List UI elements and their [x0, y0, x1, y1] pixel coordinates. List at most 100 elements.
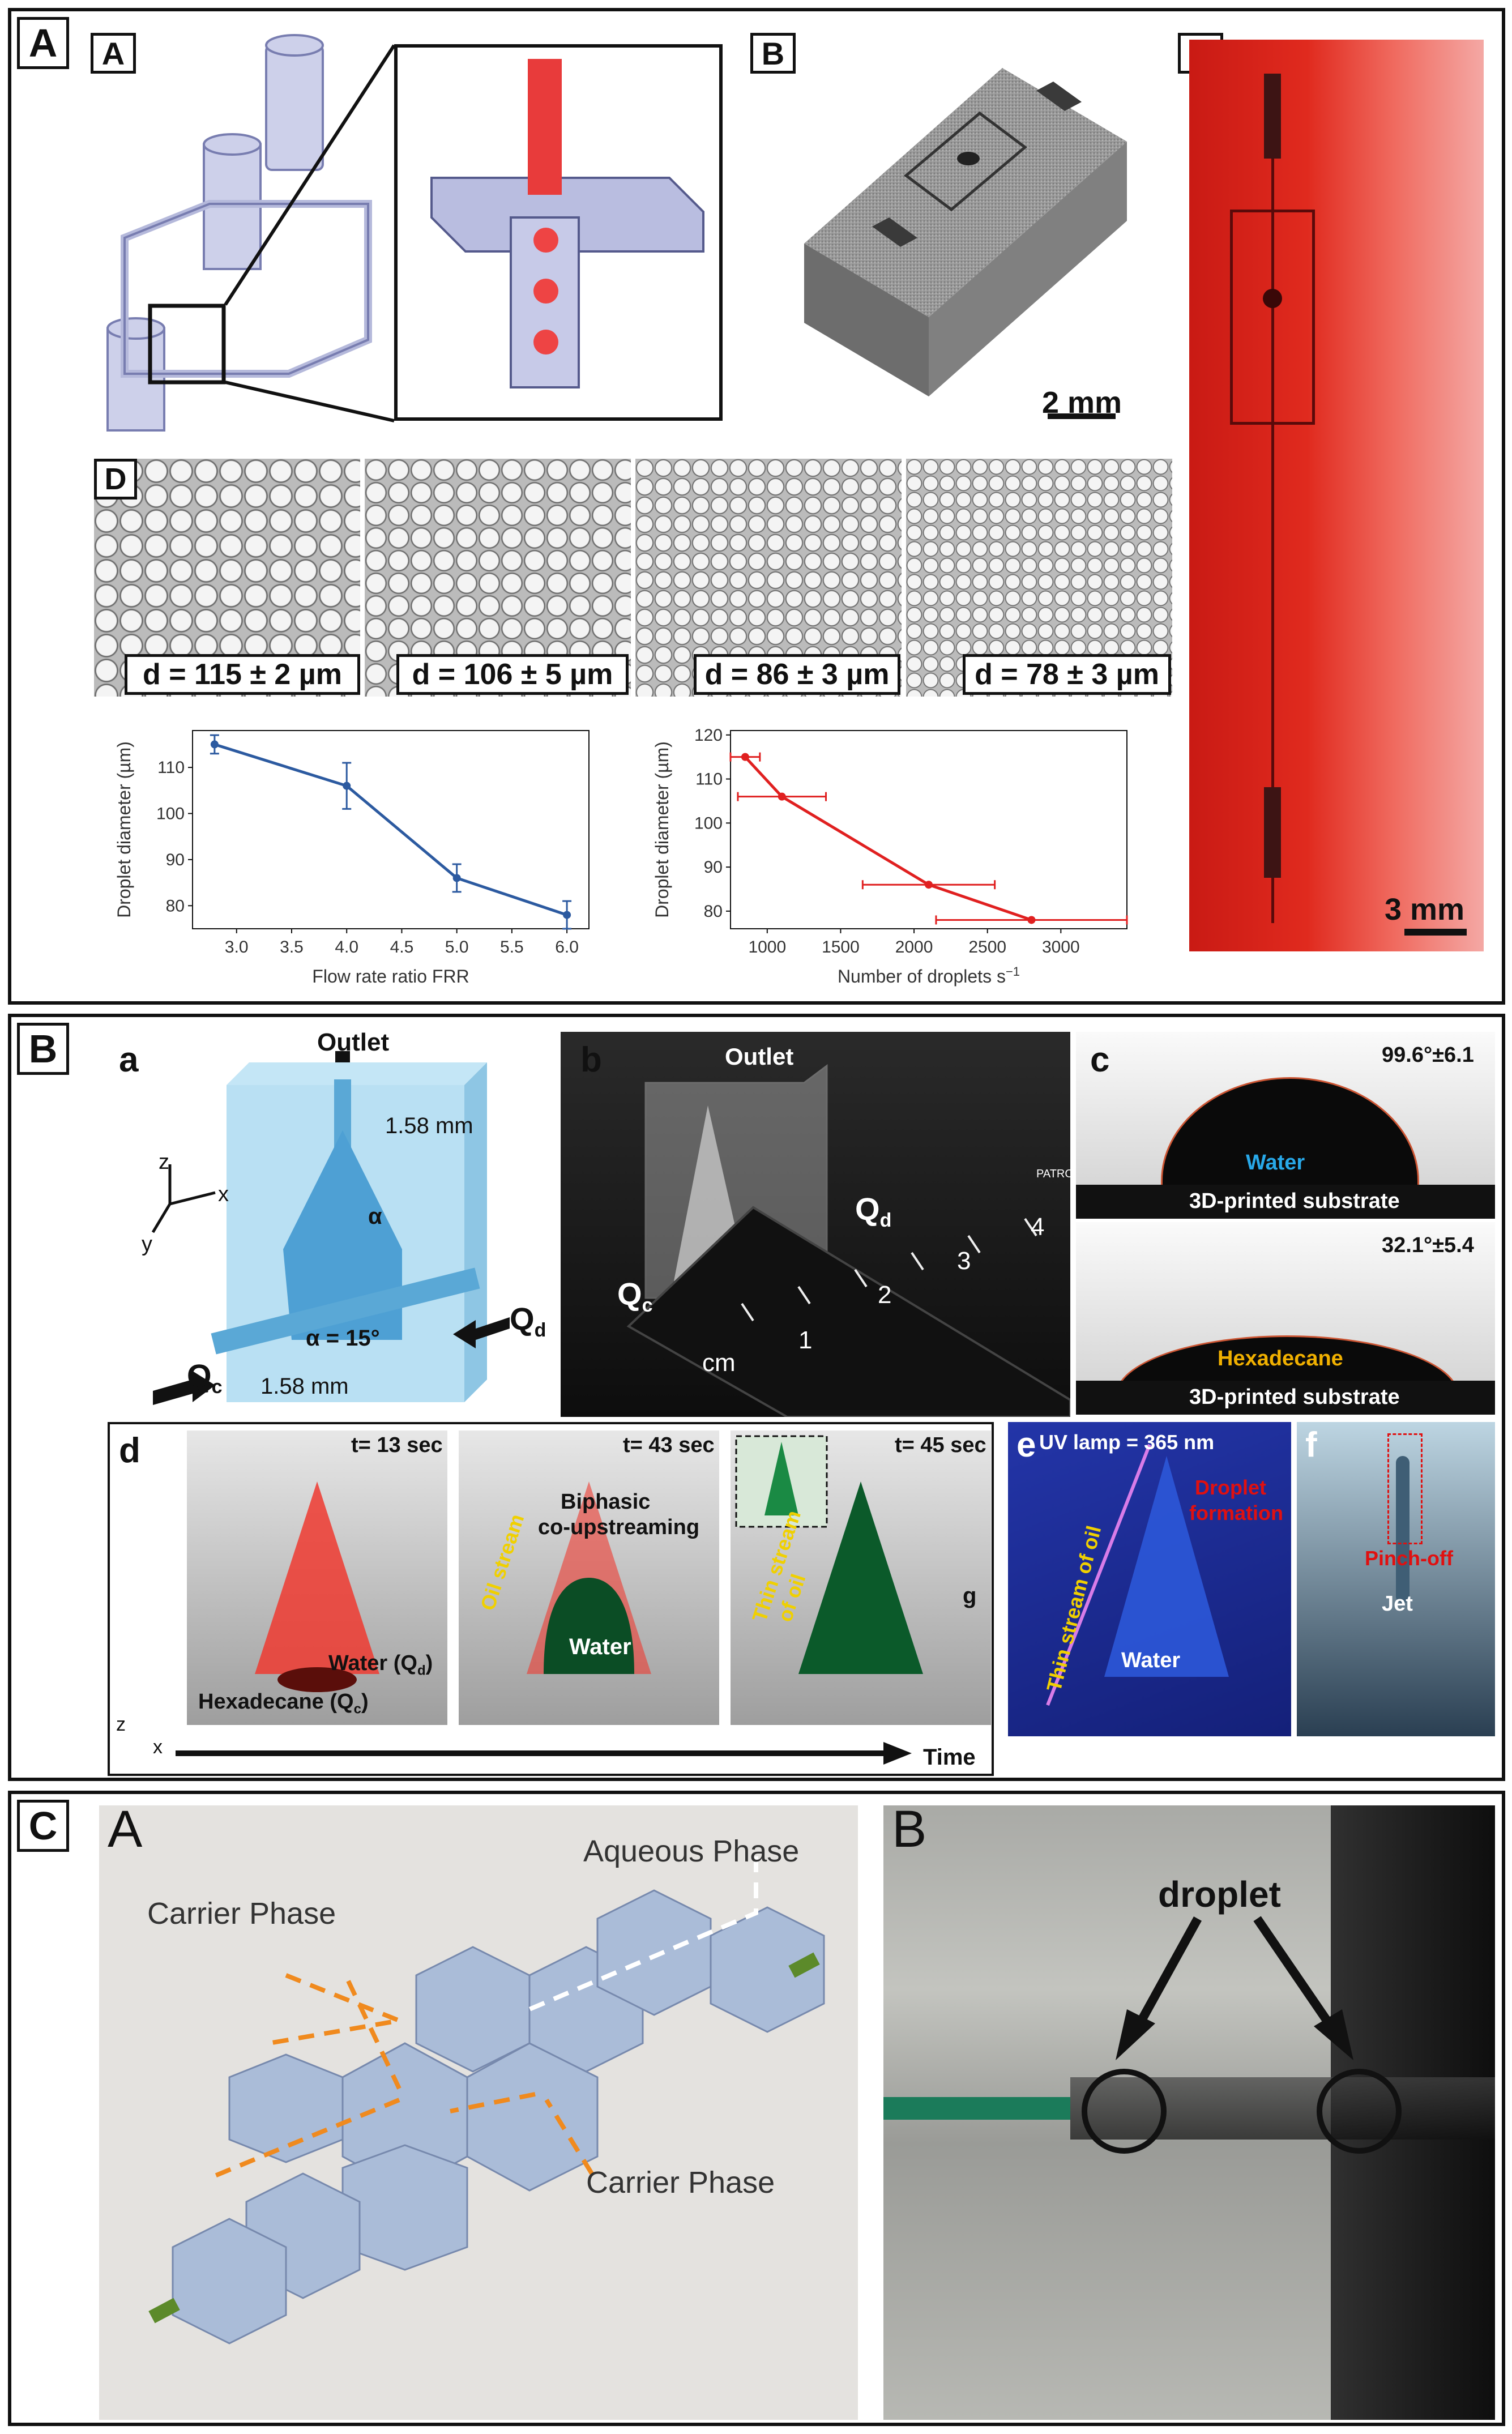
red-chip-port-top [1264, 74, 1281, 159]
e-uv: UV lamp = 365 nm [1039, 1430, 1215, 1454]
substrate-top [1076, 1185, 1495, 1219]
scale-bar-b [1048, 413, 1116, 419]
d-t1: t= 13 sec [351, 1433, 443, 1457]
red-chip-photo [1189, 40, 1484, 951]
a-axis-z: z [159, 1150, 169, 1174]
series-line [214, 743, 567, 916]
x-tick-label: 1000 [748, 938, 786, 956]
panel-b-tag: B [17, 1023, 69, 1075]
y-axis-label: Droplet diameter (µm) [652, 741, 672, 918]
d-water-qd-sub: d [417, 1663, 426, 1679]
data-point [563, 911, 571, 919]
device-photo: Outlet Qc Qd cm 1 2 3 4 PATRO [561, 1032, 1070, 1417]
b-qd-text: Q [855, 1191, 880, 1227]
subpanel-b-e-label: e [1016, 1425, 1036, 1464]
c-carrier-1: Carrier Phase [147, 1897, 336, 1931]
x-tick-label: 3.5 [280, 938, 304, 956]
a-qc-label: Qc [187, 1357, 222, 1398]
a-axis-y: y [142, 1232, 152, 1256]
c-angle-bottom: 32.1°±5.4 [1382, 1233, 1474, 1257]
d-t3: t= 45 sec [895, 1433, 986, 1457]
plot-frame [730, 730, 1127, 929]
subpanel-a-label: A [91, 33, 136, 74]
subpanel-b-b-label: b [580, 1040, 602, 1079]
b-qc-sub: c [642, 1295, 653, 1317]
subpanel-b-f-label: f [1305, 1425, 1317, 1464]
b-qc-label: Qc [617, 1275, 652, 1317]
series-line [744, 755, 1032, 921]
substrate-bottom [1076, 1381, 1495, 1415]
d-t2: t= 43 sec [623, 1433, 715, 1457]
zoom-inset [394, 44, 723, 421]
e-formation: formation [1189, 1501, 1283, 1525]
a-alpha: α [368, 1204, 382, 1229]
a-qc-sub: c [211, 1376, 223, 1398]
x-tick-label: 5.0 [445, 938, 469, 956]
upstream-device-schematic [153, 1051, 510, 1405]
a-qd-label: Qd [510, 1300, 546, 1342]
x-tick-label: 1500 [822, 938, 860, 956]
red-chip-hole [1263, 289, 1282, 308]
droplet-size-label-3: d = 86 ± 3 µm [694, 654, 900, 695]
data-point [778, 792, 786, 801]
a-dim-bottom: 1.58 mm [260, 1374, 349, 1399]
d-frame-3 [731, 1430, 991, 1725]
b-qd-sub: d [879, 1210, 892, 1232]
red-chip-channel [1271, 74, 1274, 923]
d-frame-1 [187, 1430, 447, 1725]
c-substrate-bottom: 3D-printed substrate [1189, 1385, 1400, 1409]
printed-block [804, 68, 1127, 396]
d-hexadecane-qc-sub: c [353, 1701, 361, 1717]
b-ruler-num-1: 1 [798, 1326, 813, 1354]
modular-render: Aqueous Phase Carrier Phase Carrier Phas… [99, 1805, 858, 2420]
d-hexadecane-qc-text: Hexadecane (Q [198, 1690, 354, 1714]
droplet-size-label-4: d = 78 ± 3 µm [963, 654, 1171, 695]
y-tick-label: 120 [694, 726, 723, 745]
chart-droplet-rate: 1000 1500 2000 2500 3000 80 90 100 110 120 Number … [652, 726, 1128, 987]
d-water: Water [569, 1634, 631, 1659]
micrograph-4 [906, 459, 1172, 697]
y-tick-label: 100 [156, 805, 185, 823]
jet-photo: Pinch-off Jet [1297, 1422, 1495, 1736]
x-axis-label-sup: −1 [1006, 964, 1020, 979]
droplet-arrows [1116, 1916, 1353, 2060]
subpanel-b-d-label: d [119, 1431, 140, 1470]
c-angle-top: 99.6°±6.1 [1382, 1043, 1474, 1067]
y-tick-label: 100 [694, 814, 723, 832]
b-ruler-num-3: 3 [957, 1247, 971, 1275]
f-jet: Jet [1382, 1592, 1413, 1616]
data-point [452, 874, 461, 882]
d-axis-x: x [153, 1736, 163, 1758]
panel-b: B a Outlet 1.58 mm α α = 15° 1.58 mm Qc … [8, 1014, 1505, 1781]
scale-bar-c [1404, 929, 1467, 936]
e-droplet: Droplet [1195, 1476, 1266, 1499]
contact-angle-water: 99.6°±6.1 Water 3D-printed substrate [1076, 1032, 1495, 1219]
c-aqueous: Aqueous Phase [583, 1834, 800, 1868]
subpanel-d-tag: D [94, 459, 137, 499]
data-point [741, 753, 749, 761]
a-qc-text: Q [187, 1357, 212, 1393]
contact-angle-hexadecane: 32.1°±5.4 Hexadecane 3D-printed substrat… [1076, 1222, 1495, 1415]
subpanel-c-b-label: B [892, 1800, 927, 1858]
c-carrier-2: Carrier Phase [586, 2166, 775, 2200]
data-point [343, 782, 351, 790]
x-tick-label: 6.0 [555, 938, 579, 956]
d-hexadecane-qc: Hexadecane (Qc) [198, 1690, 369, 1717]
b-ruler-num-2: 2 [878, 1281, 892, 1309]
y-tick-label: 110 [695, 770, 723, 789]
green-channel [883, 2097, 1070, 2120]
data-point [1027, 916, 1036, 924]
droplet-circle-2 [1317, 2069, 1402, 2154]
red-chip-port-bottom [1264, 787, 1281, 878]
subpanel-b-a-label: a [119, 1040, 139, 1079]
y-tick-label: 80 [704, 902, 723, 921]
droplet-size-label-1: d = 115 ± 2 µm [125, 654, 360, 695]
b-ruler-unit: cm [702, 1349, 736, 1377]
c-water-label: Water [1246, 1151, 1305, 1175]
a-qd-sub: d [534, 1320, 546, 1342]
b-qd-label: Qd [855, 1190, 891, 1232]
y-axis-label: Droplet diameter (µm) [114, 741, 134, 918]
x-axis-label: Number of droplets s−1 [838, 964, 1020, 987]
d-water-qd-text: Water (Q [328, 1651, 417, 1675]
d-water-qd: Water (Qd) [328, 1651, 433, 1679]
